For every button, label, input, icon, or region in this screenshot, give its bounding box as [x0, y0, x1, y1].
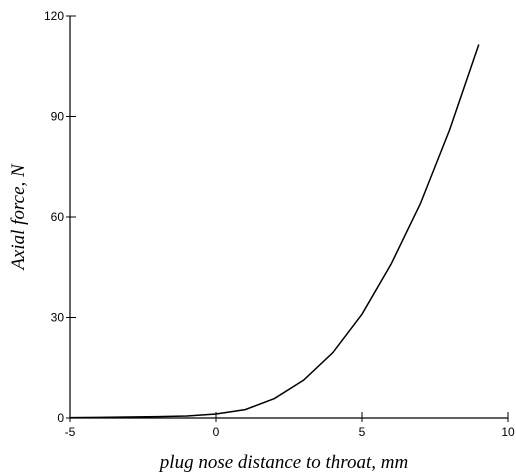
x-tick-label: 5	[359, 425, 366, 439]
x-tick-label: 10	[501, 425, 515, 439]
series-line	[69, 44, 480, 419]
y-axis-title: Axial force, N	[8, 163, 29, 272]
y-tick-label: 30	[51, 311, 65, 325]
y-tick-label: 60	[51, 210, 65, 224]
x-axis-title: plug nose distance to throat, mm	[158, 452, 408, 473]
x-tick-label: 0	[213, 425, 220, 439]
y-tick-label: 0	[57, 411, 64, 425]
x-tick-label: -5	[65, 425, 76, 439]
y-tick-label: 90	[51, 110, 65, 124]
y-tick-label: 120	[44, 9, 64, 23]
